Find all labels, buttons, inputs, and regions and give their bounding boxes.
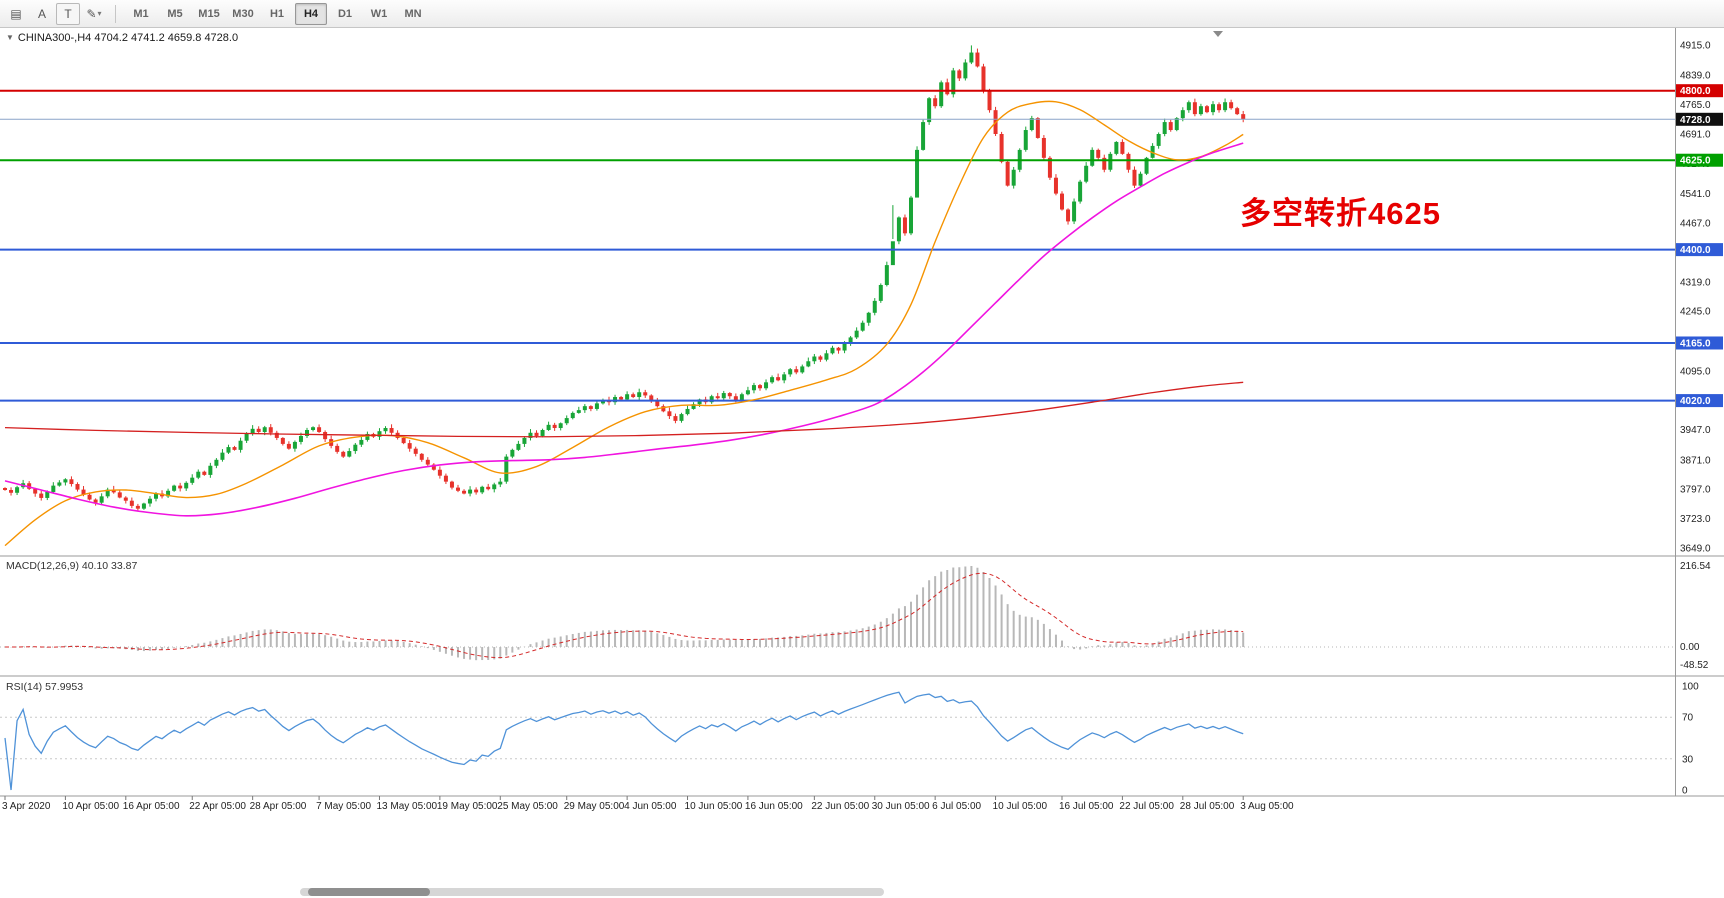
price-axis-label: 4245.0: [1680, 307, 1711, 318]
timeframe-button-MN[interactable]: MN: [404, 7, 422, 20]
price-axis-label: 3723.0: [1680, 514, 1711, 525]
time-axis-label: 3 Aug 05:00: [1240, 801, 1294, 812]
price-axis-label: 4839.0: [1680, 71, 1711, 82]
macd-signal-line: [4, 572, 1244, 659]
time-axis-label: 10 Jul 05:00: [993, 801, 1048, 812]
price-axis-label: 4319.0: [1680, 277, 1711, 288]
timeframe-button-W1[interactable]: W1: [370, 7, 388, 20]
ma-slow-line: [4, 381, 1244, 438]
time-axis-label: 25 May 05:00: [497, 801, 558, 812]
price-axis-label: 4467.0: [1680, 218, 1711, 229]
price-level-badge-label: 4625.0: [1680, 156, 1711, 167]
rsi-axis: 100 70 30 0: [1682, 682, 1699, 797]
macd-axis: 216.54 0.00 -48.52: [1680, 561, 1711, 671]
price-level-badge-label: 4165.0: [1680, 338, 1711, 349]
rsi-indicator-title: RSI(14) 57.9953: [6, 681, 84, 693]
rsi-axis-label: 70: [1682, 713, 1694, 724]
time-axis-label: 22 Jul 05:00: [1119, 801, 1174, 812]
time-axis[interactable]: 3 Apr 2020 10 Apr 05:00 16 Apr 05:00 22 Apr…: [2, 796, 1294, 812]
time-axis-label: 16 Apr 05:00: [123, 801, 180, 812]
time-axis-label: 30 Jun 05:00: [872, 801, 930, 812]
price-level-badge: [1676, 112, 1723, 126]
macd-histogram: [10, 566, 1245, 661]
price-axis-label: 4541.0: [1680, 189, 1711, 200]
time-axis-label: 4 Jun 05:00: [624, 801, 677, 812]
price-level-badge-label: 4400.0: [1680, 245, 1711, 256]
rsi-axis-label: 30: [1682, 754, 1694, 765]
price-level-badge: [1676, 153, 1723, 167]
price-level-badge-label: 4020.0: [1680, 396, 1711, 407]
toolbar-separator: [115, 4, 116, 23]
time-axis-label: 22 Jun 05:00: [811, 801, 869, 812]
chart-grid-icon[interactable]: ▤: [10, 6, 22, 21]
price-axis-label: 4765.0: [1680, 100, 1711, 111]
chart-text-annotation: 多空转折4625: [1240, 196, 1441, 231]
price-axis-label: 3947.0: [1680, 425, 1711, 436]
moving-average-lines: [4, 100, 1244, 547]
price-axis-label: 3797.0: [1680, 485, 1711, 496]
timeframe-button-M5[interactable]: M5: [167, 7, 183, 20]
symbol-title-text: CHINA300-,H4 4704.2 4741.2 4659.8 4728.0: [17, 32, 239, 44]
ma-fast-line: [4, 100, 1244, 547]
timeframe-button-D1[interactable]: D1: [337, 7, 353, 20]
price-level-badge: [1676, 243, 1723, 257]
time-axis-label: 19 May 05:00: [437, 801, 498, 812]
price-level-badge: [1676, 84, 1723, 98]
price-axis[interactable]: 4915.04839.04765.04691.04617.04541.04467…: [1676, 41, 1723, 555]
toolbar: ▤ A T ✎ ▾ M1 M5 M15 M30 H1 H4 D1 W1 MN: [0, 0, 1724, 28]
scrollbar-thumb[interactable]: [308, 888, 430, 896]
candlestick-series: [3, 45, 1246, 511]
text-tool-icon[interactable]: T: [56, 2, 80, 25]
collapse-arrow-icon[interactable]: ▼: [6, 33, 14, 42]
rsi-axis-label: 0: [1682, 786, 1688, 797]
time-axis-label: 7 May 05:00: [316, 801, 371, 812]
price-axis-label: 3871.0: [1680, 455, 1711, 466]
horizontal-level-lines[interactable]: [0, 89, 1675, 402]
price-level-badge-label: 4800.0: [1680, 86, 1711, 97]
time-axis-label: 10 Apr 05:00: [62, 801, 119, 812]
rsi-line: [4, 691, 1244, 791]
chart-symbol-ohlc-line: ▼ CHINA300-,H4 4704.2 4741.2 4659.8 4728.…: [6, 32, 238, 44]
time-axis-label: 29 May 05:00: [564, 801, 625, 812]
horizontal-scrollbar[interactable]: [300, 888, 884, 896]
cursor-tool-icon[interactable]: A: [37, 6, 46, 21]
dropdown-arrow-icon[interactable]: ▾: [97, 9, 102, 18]
time-axis-label: 10 Jun 05:00: [685, 801, 743, 812]
timeframe-button-H4[interactable]: H4: [295, 2, 327, 25]
macd-axis-label: 216.54: [1680, 561, 1711, 572]
timeframe-button-H1[interactable]: H1: [269, 7, 285, 20]
time-axis-label: 3 Apr 2020: [2, 801, 51, 812]
price-axis-label: 4691.0: [1680, 129, 1711, 140]
draw-tool-icon[interactable]: ✎ ▾: [86, 6, 102, 21]
price-level-badge: [1676, 394, 1723, 408]
ma-mid-line: [4, 142, 1244, 517]
price-level-badge: [1676, 336, 1723, 350]
time-axis-label: 22 Apr 05:00: [189, 801, 246, 812]
time-axis-label: 13 May 05:00: [376, 801, 437, 812]
price-level-badge-label: 4728.0: [1680, 115, 1711, 126]
price-axis-label: 4915.0: [1680, 41, 1711, 52]
time-axis-label: 16 Jul 05:00: [1059, 801, 1114, 812]
macd-axis-label: 0.00: [1680, 642, 1700, 653]
macd-axis-label: -48.52: [1680, 660, 1709, 671]
chart-canvas[interactable]: 4915.04839.04765.04691.04617.04541.04467…: [0, 28, 1724, 898]
timeframe-button-M30[interactable]: M30: [232, 7, 254, 20]
time-axis-label: 28 Jul 05:00: [1180, 801, 1235, 812]
timeframe-button-M15[interactable]: M15: [198, 7, 220, 20]
macd-indicator-title: MACD(12,26,9) 40.10 33.87: [6, 560, 138, 572]
price-axis-label: 3649.0: [1680, 544, 1711, 555]
price-axis-label: 4095.0: [1680, 366, 1711, 377]
rsi-axis-label: 100: [1682, 682, 1699, 693]
timeframe-button-M1[interactable]: M1: [133, 7, 149, 20]
time-axis-label: 6 Jul 05:00: [932, 801, 981, 812]
time-axis-label: 28 Apr 05:00: [250, 801, 307, 812]
time-axis-label: 16 Jun 05:00: [745, 801, 803, 812]
shift-marker-icon: [1213, 31, 1223, 37]
